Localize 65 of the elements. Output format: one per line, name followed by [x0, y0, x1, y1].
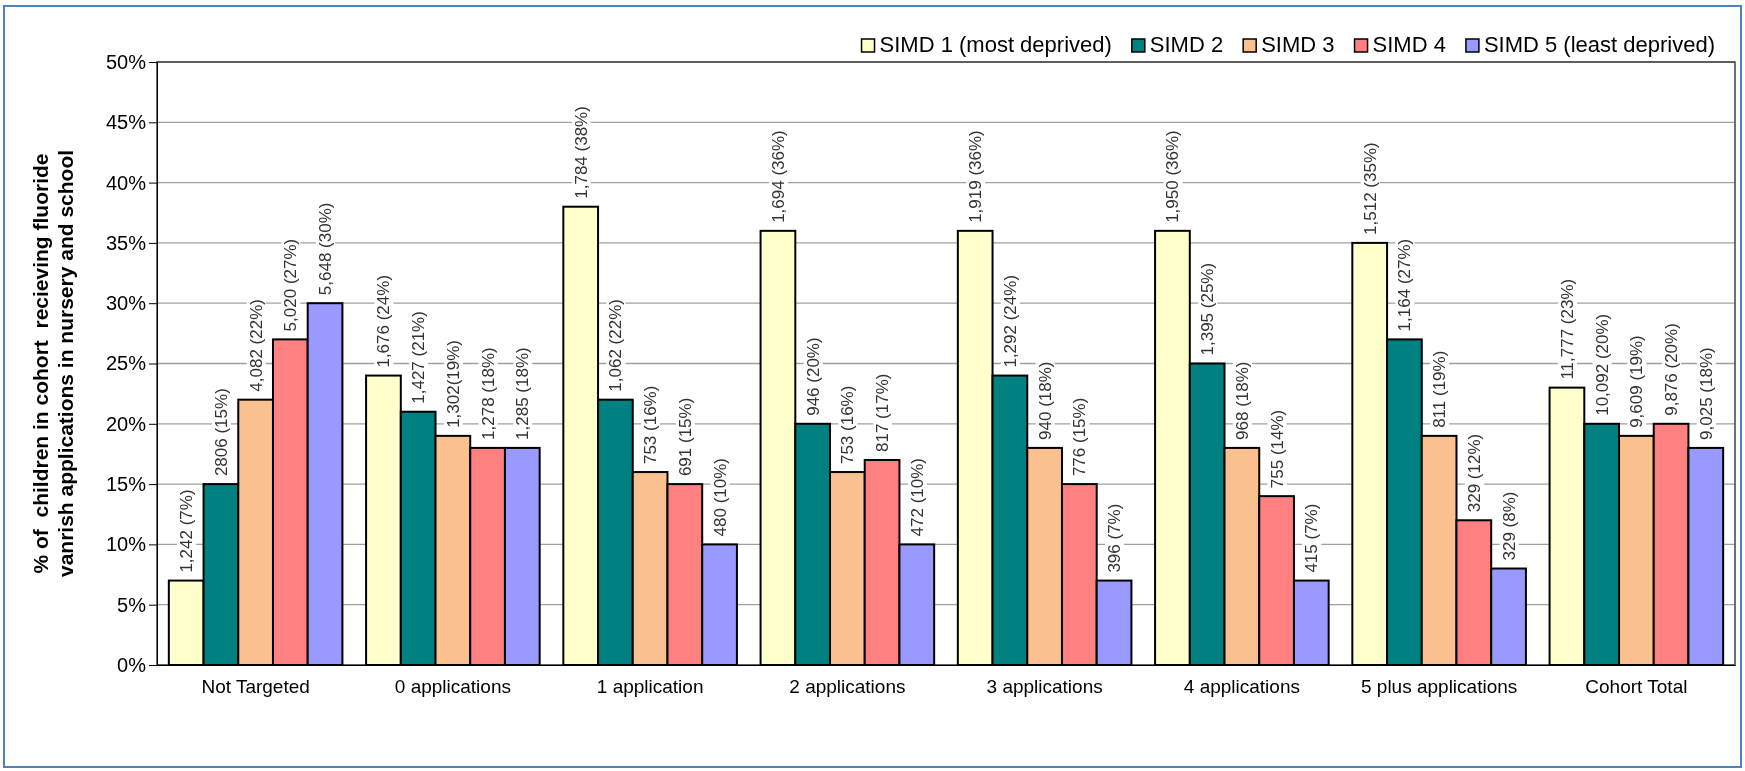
y-tick-label: 35%	[105, 231, 147, 254]
data-label: 10,092 (20%)	[1592, 313, 1612, 416]
data-label: 691 (15%)	[675, 397, 695, 477]
x-tick-label: 3 applications	[986, 675, 1103, 697]
data-label: 329 (8%)	[1499, 491, 1519, 561]
y-tick-label: 5%	[117, 593, 147, 616]
data-label: 940 (18%)	[1035, 361, 1055, 440]
data-label: 753 (16%)	[838, 385, 858, 465]
x-tick-label: 4 applications	[1183, 675, 1300, 697]
y-tick-label: 15%	[105, 473, 147, 495]
data-label: 1,164 (27%)	[1395, 238, 1415, 332]
data-label: 817 (17%)	[873, 373, 893, 452]
data-label: 1,302(19%)	[443, 339, 463, 428]
data-label: 1,062 (22%)	[606, 299, 626, 392]
data-label: 811 (19%)	[1430, 350, 1450, 428]
data-label: 1,676 (24%)	[374, 274, 394, 368]
data-label: 1,919 (36%)	[966, 130, 986, 223]
y-tick-label: 25%	[105, 352, 147, 375]
data-label: 11,777 (23%)	[1557, 278, 1577, 380]
y-tick-label: 30%	[105, 292, 147, 315]
data-label: 1,694 (36%)	[768, 130, 788, 223]
x-tick-label: 1 application	[596, 675, 704, 697]
y-tick-label: 50%	[105, 50, 147, 73]
x-tick-label: 5 plus applications	[1360, 675, 1518, 697]
data-label: 753 (16%)	[641, 385, 661, 465]
data-label: 1,278 (18%)	[478, 347, 498, 440]
data-label: 1,512 (35%)	[1360, 142, 1380, 235]
data-label: 9,025 (18%)	[1696, 347, 1716, 440]
data-label: 1,292 (24%)	[1000, 274, 1020, 368]
x-tick-label: Not Targeted	[201, 675, 310, 697]
x-tick-label: Cohort Total	[1585, 675, 1688, 697]
data-label: 1,784 (38%)	[571, 106, 591, 199]
data-label: 415 (7%)	[1302, 503, 1322, 573]
data-label: 1,242 (7%)	[177, 489, 197, 573]
data-label: 1,427 (21%)	[409, 311, 429, 404]
legend-label: SIMD 4	[1372, 32, 1446, 57]
y-tick-label: 10%	[105, 533, 147, 556]
data-label: 480 (10%)	[710, 457, 730, 537]
data-label: 329 (12%)	[1464, 433, 1484, 513]
data-label: 9,609 (19%)	[1627, 335, 1647, 428]
data-label: 5,020 (27%)	[281, 238, 301, 332]
legend-label: SIMD 2	[1149, 32, 1224, 57]
legend-label: SIMD 3	[1261, 32, 1335, 57]
data-label: 755 (14%)	[1267, 409, 1287, 489]
data-label: 396 (7%)	[1105, 503, 1125, 573]
y-tick-label: 45%	[105, 111, 147, 134]
data-label: 4,082 (22%)	[246, 299, 266, 392]
y-tick-label: 40%	[105, 171, 147, 194]
y-tick-label: 20%	[105, 412, 147, 435]
data-label: 472 (10%)	[907, 457, 927, 537]
x-tick-label: 2 applications	[789, 675, 906, 697]
data-label: 1,950 (36%)	[1163, 130, 1183, 223]
y-axis-title: % of children in cohort recieving fluoride vanrish applications in nursery and school	[29, 149, 78, 578]
y-tick-label: 0%	[117, 653, 147, 676]
data-label: 2806 (15%)	[211, 388, 231, 477]
x-tick-label: 0 applications	[394, 675, 511, 697]
legend-label: SIMD 5 (least deprived)	[1483, 32, 1715, 57]
data-label: 1,285 (18%)	[513, 347, 533, 440]
data-label: 9,876 (20%)	[1662, 323, 1682, 416]
data-label: 946 (20%)	[803, 337, 823, 416]
data-label: 1,395 (25%)	[1198, 262, 1218, 356]
data-label: 5,648 (30%)	[316, 202, 336, 296]
data-label: 776 (15%)	[1070, 397, 1090, 477]
data-label: 968 (18%)	[1232, 361, 1252, 440]
legend-label: SIMD 1 (most deprived)	[879, 32, 1112, 57]
